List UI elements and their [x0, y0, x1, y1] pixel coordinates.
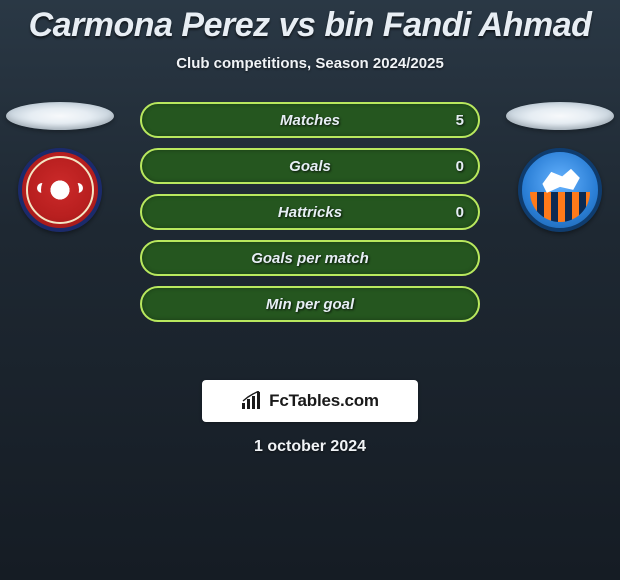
stat-right-value: 0 [456, 204, 464, 221]
stat-row-hattricks: Hattricks 0 [140, 194, 480, 230]
stat-row-min-per-goal: Min per goal [140, 286, 480, 322]
comparison-panel: Matches 5 Goals 0 Hattricks 0 Goals per … [0, 102, 620, 362]
player-left-column [0, 102, 120, 232]
brand-badge[interactable]: FcTables.com [202, 380, 418, 422]
stat-label: Hattricks [278, 204, 342, 221]
stat-right-value: 0 [456, 158, 464, 175]
player-right-column [500, 102, 620, 232]
stat-right-value: 5 [456, 112, 464, 129]
club-badge-left [18, 148, 102, 232]
stats-list: Matches 5 Goals 0 Hattricks 0 Goals per … [140, 102, 480, 322]
stat-row-goals: Goals 0 [140, 148, 480, 184]
stat-label: Matches [280, 112, 340, 129]
player-avatar-right [506, 102, 614, 130]
stat-label: Min per goal [266, 296, 354, 313]
stat-label: Goals [289, 158, 331, 175]
chart-icon [241, 391, 263, 411]
stat-row-goals-per-match: Goals per match [140, 240, 480, 276]
stat-label: Goals per match [251, 250, 369, 267]
club-badge-right [518, 148, 602, 232]
date-label: 1 october 2024 [0, 438, 620, 456]
brand-text: FcTables.com [269, 391, 379, 411]
stat-row-matches: Matches 5 [140, 102, 480, 138]
season-subtitle: Club competitions, Season 2024/2025 [0, 55, 620, 72]
page-title: Carmona Perez vs bin Fandi Ahmad [0, 0, 620, 45]
player-avatar-left [6, 102, 114, 130]
